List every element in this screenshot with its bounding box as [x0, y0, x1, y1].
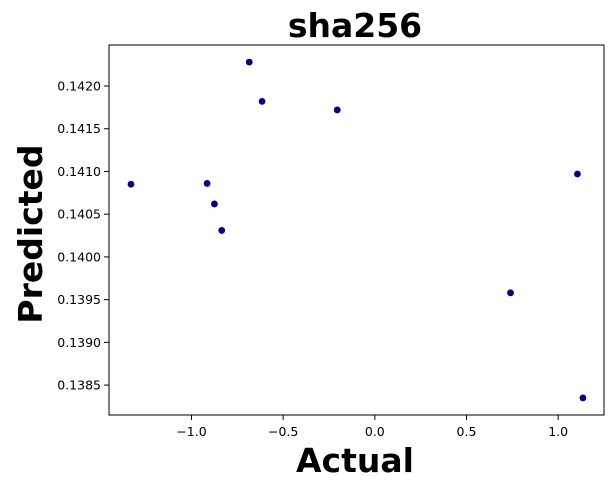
- y-tick-label: 0.1410: [57, 164, 101, 179]
- y-axis-ticks: 0.1385 0.1390 0.1395 0.1400 0.1405 0.1410 0.14…: [57, 79, 109, 393]
- y-axis-label: Predicted: [11, 144, 50, 323]
- data-point-2: [203, 180, 211, 187]
- y-tick-label: 0.1390: [57, 335, 101, 350]
- data-point-3: [211, 200, 218, 208]
- data-point-9: [574, 170, 581, 178]
- data-point-8: [507, 289, 514, 297]
- y-tick-label: 0.1420: [57, 79, 101, 94]
- x-axis-label: Actual: [296, 441, 414, 480]
- data-point-5: [245, 58, 253, 66]
- plot-area: [127, 58, 587, 402]
- data-point-10: [579, 394, 587, 402]
- y-tick-label: 0.1385: [57, 378, 101, 393]
- x-tick-label: 0.0: [365, 424, 385, 439]
- x-tick-label: −0.5: [268, 424, 298, 439]
- y-tick-label: 0.1405: [57, 207, 101, 222]
- y-tick-label: 0.1415: [57, 121, 101, 136]
- plot-frame: [108, 44, 605, 416]
- chart-title: sha256: [288, 6, 422, 45]
- y-tick-label: 0.1395: [57, 292, 101, 307]
- data-point-1: [127, 180, 135, 188]
- x-axis-ticks: −1.0 −0.5 0.0 0.5 1.0: [176, 415, 568, 439]
- x-tick-label: 0.5: [457, 424, 477, 439]
- x-tick-label: 1.0: [548, 424, 568, 439]
- x-tick-label: −1.0: [176, 424, 206, 439]
- y-tick-label: 0.1400: [57, 249, 101, 264]
- data-point-7: [333, 106, 341, 114]
- data-point-4: [218, 227, 226, 234]
- data-point-6: [258, 98, 266, 105]
